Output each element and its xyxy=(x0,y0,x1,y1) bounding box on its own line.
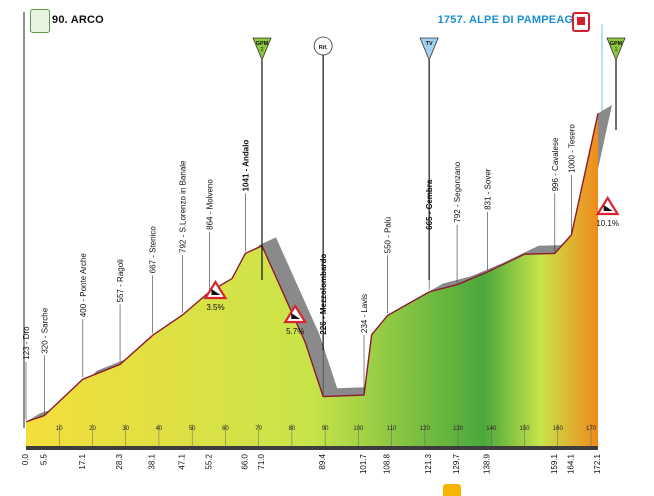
place-label: 550 - Palù xyxy=(384,217,393,253)
x-tick-label: 38.1 xyxy=(148,453,157,469)
km-marker-label: 50 xyxy=(189,426,196,432)
km-marker-label: 80 xyxy=(289,426,296,432)
km-marker-label: 150 xyxy=(520,426,531,432)
km-marker-label: 40 xyxy=(156,426,163,432)
km-marker-label: 10 xyxy=(56,426,63,432)
profile-area xyxy=(26,113,598,448)
gradient-warning-glyph xyxy=(603,205,613,211)
gradient-label: 10.1% xyxy=(596,219,619,228)
orange-tab xyxy=(443,484,461,496)
km-marker-label: 90 xyxy=(322,426,329,432)
km-marker-label: 110 xyxy=(387,426,397,432)
km-marker-label: 20 xyxy=(89,426,96,432)
place-label: 667 - Stenico xyxy=(149,226,158,274)
x-tick-label: 121.3 xyxy=(424,453,433,474)
profile-line xyxy=(25,113,599,423)
baseline-strip xyxy=(26,446,598,450)
marker-sub-label: 2 xyxy=(261,47,264,53)
place-label: 123 - Dro xyxy=(22,326,31,360)
place-label: 864 - Molveno xyxy=(205,179,214,230)
km-marker-label: 120 xyxy=(420,426,431,432)
x-tick-label: 129.7 xyxy=(452,453,461,474)
gradient-warning-glyph xyxy=(211,289,221,295)
finish-label: 1757. ALPE DI PAMPEAGO xyxy=(437,14,582,26)
place-label: 1000 - Tesero xyxy=(567,124,576,173)
x-tick-label: 89.4 xyxy=(318,453,327,469)
x-tick-label: 28.3 xyxy=(115,453,124,469)
tv-marker-icon xyxy=(419,37,439,62)
x-tick-label: 172.1 xyxy=(593,453,602,474)
km-marker-label: 130 xyxy=(453,426,464,432)
km-marker-label: 30 xyxy=(122,426,129,432)
gpm-marker-icon xyxy=(252,37,272,62)
x-tick-label: 164.1 xyxy=(566,453,575,474)
marker-sub-label: 1 xyxy=(615,47,618,53)
km-marker-label: 140 xyxy=(486,426,497,432)
x-tick-label: 71.0 xyxy=(257,453,266,469)
km-marker-label: 170 xyxy=(586,426,597,432)
place-label: 320 - Sarche xyxy=(40,307,49,353)
x-tick-label: 159.1 xyxy=(550,453,559,474)
gradient-label: 3.5% xyxy=(206,303,224,312)
place-label: 400 - Ponte Arche xyxy=(79,253,88,318)
place-label: 792 - Segonzano xyxy=(453,161,462,222)
gradient-warning-icon xyxy=(203,279,228,300)
marker-label: TV xyxy=(426,41,433,47)
finish-logo-icon xyxy=(572,12,590,32)
place-label: 996 - Cavalese xyxy=(551,137,560,191)
place-label: 1041 - Andalo xyxy=(241,140,250,192)
place-label: 557 - Ragoli xyxy=(116,259,125,302)
x-tick-label: 108.8 xyxy=(383,453,392,474)
place-label: 792 - S.Lorenzo in Banale xyxy=(179,160,188,253)
gradient-warning-icon xyxy=(595,195,620,216)
km-marker-label: 70 xyxy=(255,426,262,432)
gradient-warning-icon xyxy=(283,303,308,324)
x-tick-label: 101.7 xyxy=(359,453,368,474)
place-label: 234 - Lavis xyxy=(360,294,369,333)
marker-label: GPM xyxy=(610,41,623,47)
km-marker-label: 60 xyxy=(222,426,229,432)
gradient-warning-glyph xyxy=(291,313,301,319)
x-tick-label: 5.5 xyxy=(39,453,48,465)
marker-label: GPM xyxy=(256,41,269,47)
profile-ridge xyxy=(26,104,612,422)
region-logo-icon xyxy=(30,9,50,33)
x-tick-label: 47.1 xyxy=(178,453,187,469)
km-marker-label: 100 xyxy=(353,426,364,432)
x-tick-label: 17.1 xyxy=(78,453,87,469)
gpm-marker-icon xyxy=(606,37,626,62)
place-label: 831 - Sover xyxy=(484,168,493,210)
gradient-label: 5.7% xyxy=(286,327,304,336)
x-tick-label: 66.0 xyxy=(240,453,249,469)
km-marker-label: 160 xyxy=(553,426,564,432)
x-tick-label: 138.9 xyxy=(483,453,492,474)
marker-label: Rif. xyxy=(319,45,328,51)
x-tick-label: 0.0 xyxy=(21,453,30,465)
start-label: 90. ARCO xyxy=(52,14,104,26)
x-tick-label: 55.2 xyxy=(204,453,213,469)
